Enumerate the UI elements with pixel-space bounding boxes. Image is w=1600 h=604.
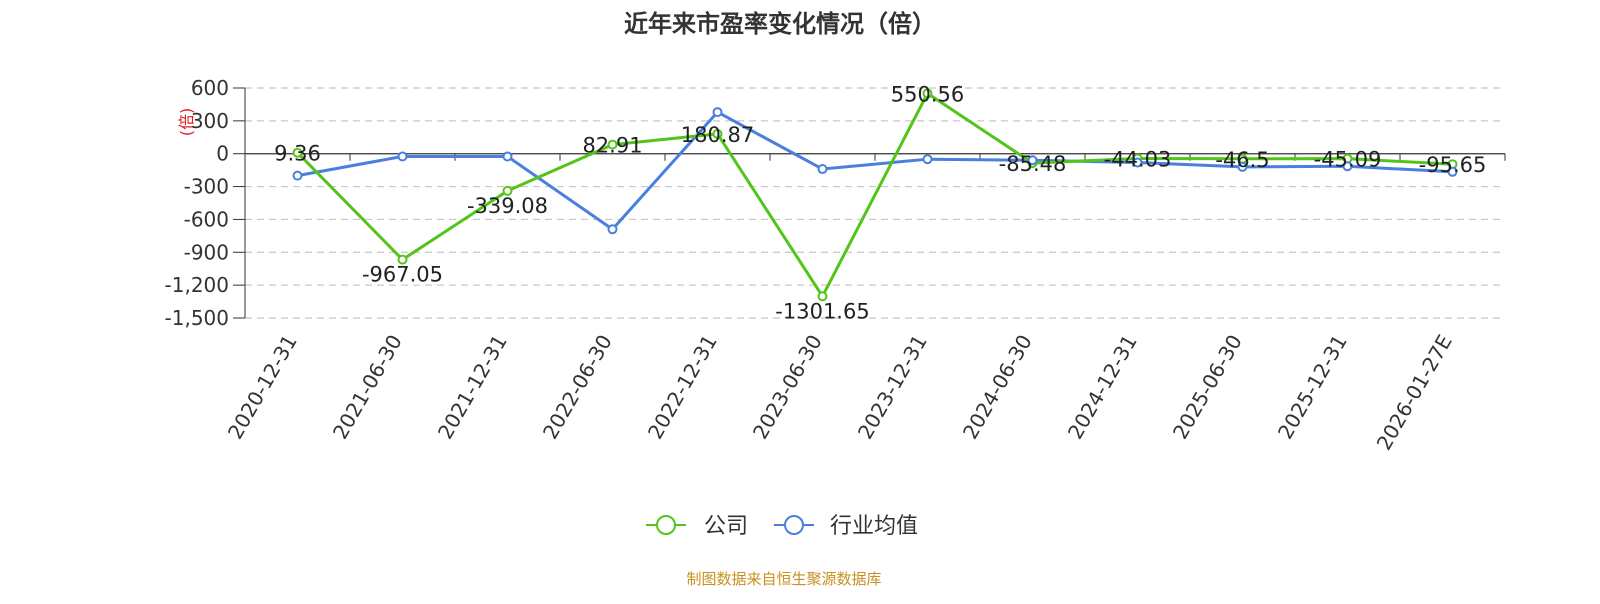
data-label: -95.65 (1419, 153, 1487, 177)
series-line-industry (297, 110, 1453, 231)
y-tick-label: -300 (184, 175, 229, 199)
data-label: -46.5 (1215, 148, 1269, 172)
data-point-company[interactable] (712, 128, 723, 139)
y-tick-label: -900 (184, 240, 229, 264)
data-point-company[interactable] (607, 139, 618, 150)
data-point-industry[interactable] (817, 164, 828, 175)
source-note: 制图数据来自恒生聚源数据库 (686, 570, 881, 588)
data-point-company[interactable] (397, 254, 408, 265)
data-point-industry[interactable] (292, 170, 303, 181)
data-point-industry[interactable] (1027, 155, 1038, 166)
y-axis-unit-label: (倍) (177, 108, 196, 137)
grid-lines (245, 87, 1505, 319)
data-label: -85.48 (999, 152, 1067, 176)
data-point-industry[interactable] (922, 154, 933, 165)
x-tick-label: 2025-12-31 (1273, 331, 1352, 444)
legend-company-label[interactable]: 公司 (704, 514, 748, 539)
data-point-industry[interactable] (1237, 161, 1248, 172)
data-point-industry[interactable] (1342, 161, 1353, 172)
x-tick-label: 2024-06-30 (958, 331, 1037, 444)
series-line-company (296, 91, 1453, 298)
data-label: 550.56 (891, 82, 964, 106)
data-point-company[interactable] (922, 88, 933, 99)
x-tick-label: 2021-06-30 (328, 331, 407, 444)
series-lines (292, 88, 1458, 302)
x-tick-label: 2024-12-31 (1063, 331, 1142, 444)
y-tick-label: -600 (184, 207, 229, 231)
x-tick-label: 2020-12-31 (223, 331, 302, 444)
data-label: 9.36 (274, 142, 321, 166)
data-label: -45.09 (1314, 148, 1382, 172)
y-tick-label: -1,500 (165, 306, 229, 330)
data-point-company[interactable] (502, 185, 513, 196)
data-point-company[interactable] (292, 147, 303, 158)
data-label: 180.87 (681, 123, 754, 147)
legend-industry-marker (784, 515, 804, 535)
data-point-industry[interactable] (1447, 166, 1458, 177)
legend: 公司 行业均值 (646, 514, 918, 539)
data-point-industry[interactable] (1132, 157, 1143, 168)
x-tick-label: 2026-01-27E (1372, 331, 1457, 455)
x-tick-label: 2021-12-31 (433, 331, 512, 444)
data-label: -967.05 (362, 263, 443, 287)
legend-industry-label[interactable]: 行业均值 (830, 514, 918, 539)
x-tick-label: 2023-06-30 (748, 331, 827, 444)
y-tick-label: 0 (216, 142, 229, 166)
data-labels: 9.36 -967.05 -339.08 82.91 180.87 -1301.65 550… (274, 82, 1486, 323)
data-label: -1301.65 (775, 299, 869, 323)
data-point-industry[interactable] (502, 151, 513, 162)
x-tick-label: 2023-12-31 (853, 331, 932, 444)
y-tick-label: -1,200 (165, 273, 229, 297)
y-tick-label: 600 (191, 76, 229, 100)
data-label: 82.91 (582, 134, 642, 158)
data-point-company[interactable] (817, 291, 828, 302)
data-label: -44.03 (1104, 148, 1172, 172)
legend-company-marker (656, 515, 676, 535)
data-point-industry[interactable] (397, 151, 408, 162)
data-point-industry[interactable] (607, 224, 618, 235)
x-tick-label: 2022-06-30 (538, 331, 617, 444)
x-tick-label: 2022-12-31 (643, 331, 722, 444)
y-tick-label: 300 (191, 109, 229, 133)
data-point-industry[interactable] (712, 107, 723, 118)
x-tick-label: 2025-06-30 (1168, 331, 1247, 444)
data-label: -339.08 (467, 194, 548, 218)
chart-title: 近年来市盈率变化情况（倍） (624, 10, 936, 38)
